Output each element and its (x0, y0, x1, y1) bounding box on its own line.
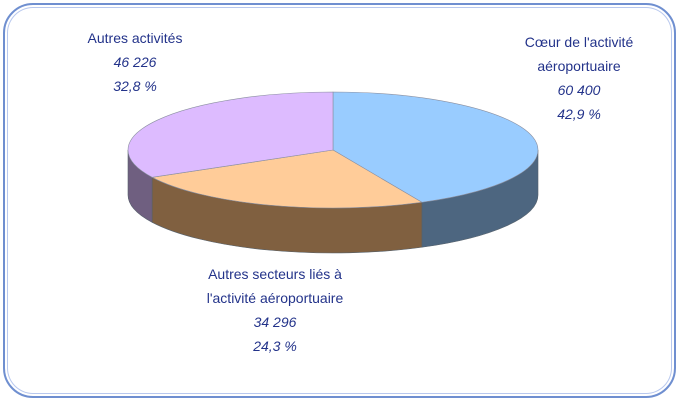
slice-label: Autres activités 46 226 32,8 % (50, 26, 220, 98)
chart-frame (3, 3, 676, 398)
category-label: Autres secteurs liés à l'activité aéropo… (206, 266, 344, 306)
value-label: 34 296 (253, 314, 297, 330)
value-label: 60 400 (557, 82, 601, 98)
percentage-label: 24,3 % (253, 338, 297, 354)
percentage-label: 32,8 % (113, 78, 157, 94)
slice (332, 91, 539, 203)
category-label: Autres activités (87, 30, 183, 46)
value-label: 46 226 (113, 54, 157, 70)
category-label: Cœur de l'activité aéroportuaire (524, 34, 634, 74)
slice (151, 149, 423, 209)
slice (127, 91, 334, 178)
percentage-label: 42,9 % (557, 106, 601, 122)
slice-label: Autres secteurs liés à l'activité aéropo… (190, 262, 360, 358)
slice-label: Cœur de l'activité aéroportuaire 60 400 … (520, 30, 638, 126)
